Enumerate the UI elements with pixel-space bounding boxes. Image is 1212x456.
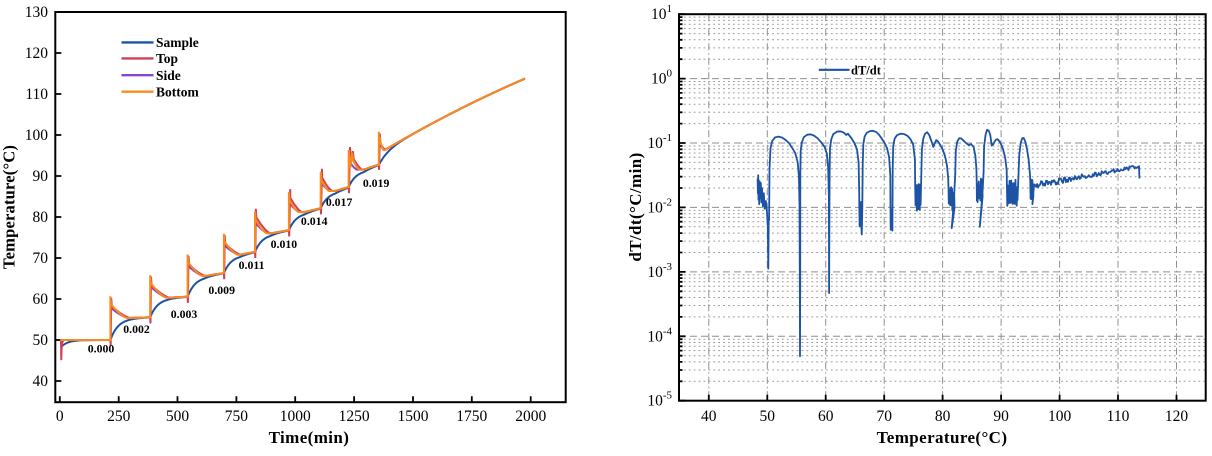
svg-text:70: 70 xyxy=(33,250,49,267)
svg-text:Top: Top xyxy=(156,51,178,66)
svg-text:0.002: 0.002 xyxy=(123,322,150,336)
svg-text:1750: 1750 xyxy=(456,408,487,425)
svg-text:110: 110 xyxy=(1107,408,1130,425)
svg-text:90: 90 xyxy=(993,408,1009,425)
svg-text:1500: 1500 xyxy=(398,408,429,425)
svg-text:110: 110 xyxy=(25,86,48,103)
svg-text:0.000: 0.000 xyxy=(88,341,115,355)
svg-text:90: 90 xyxy=(33,168,49,185)
svg-text:250: 250 xyxy=(107,408,131,425)
svg-text:80: 80 xyxy=(935,408,951,425)
svg-text:750: 750 xyxy=(225,408,249,425)
svg-text:Sample: Sample xyxy=(156,35,199,50)
svg-text:50: 50 xyxy=(760,408,776,425)
svg-text:0.003: 0.003 xyxy=(171,307,198,321)
svg-text:0.014: 0.014 xyxy=(301,214,328,228)
svg-text:Time(min): Time(min) xyxy=(269,428,350,447)
svg-text:1250: 1250 xyxy=(339,408,370,425)
svg-text:Side: Side xyxy=(156,68,181,83)
svg-text:Temperature(°C): Temperature(°C) xyxy=(877,428,1008,447)
svg-text:120: 120 xyxy=(1165,408,1189,425)
svg-text:0.010: 0.010 xyxy=(271,237,298,251)
svg-text:40: 40 xyxy=(33,373,49,390)
svg-text:70: 70 xyxy=(876,408,892,425)
svg-text:40: 40 xyxy=(701,408,717,425)
svg-text:2000: 2000 xyxy=(515,408,546,425)
svg-text:dT/dt(°C/min): dT/dt(°C/min) xyxy=(626,152,645,261)
svg-text:60: 60 xyxy=(818,408,834,425)
svg-text:dT/dt: dT/dt xyxy=(851,64,882,78)
svg-text:Temperature(°C): Temperature(°C) xyxy=(0,145,19,269)
svg-text:0.017: 0.017 xyxy=(326,195,353,209)
svg-text:120: 120 xyxy=(25,45,49,62)
svg-text:100: 100 xyxy=(25,127,49,144)
svg-text:Bottom: Bottom xyxy=(156,84,199,99)
svg-text:500: 500 xyxy=(166,408,190,425)
svg-text:80: 80 xyxy=(33,209,49,226)
svg-text:130: 130 xyxy=(25,4,49,21)
svg-text:0.009: 0.009 xyxy=(208,283,235,297)
svg-text:1000: 1000 xyxy=(280,408,311,425)
svg-text:50: 50 xyxy=(33,332,49,349)
svg-text:100: 100 xyxy=(1048,408,1072,425)
svg-text:0.011: 0.011 xyxy=(239,258,265,272)
svg-text:0: 0 xyxy=(56,408,64,425)
svg-text:0.019: 0.019 xyxy=(363,176,390,190)
svg-text:60: 60 xyxy=(33,291,49,308)
